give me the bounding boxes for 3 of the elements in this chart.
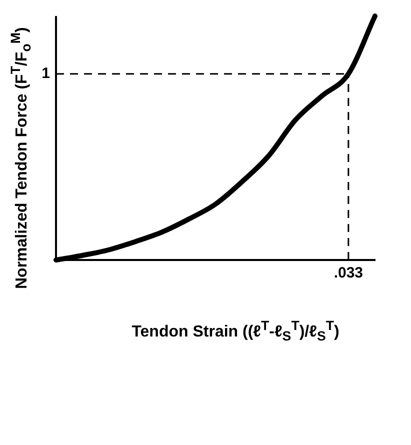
text: Tendon Strain ((ℓ$^{T}$-ℓ$_{S}$$^{T}$)/ℓ$_{S}$$^{T}$) <box>132 318 340 344</box>
text: .033 <box>333 264 363 282</box>
ref-line-label: 1 <box>41 64 50 82</box>
